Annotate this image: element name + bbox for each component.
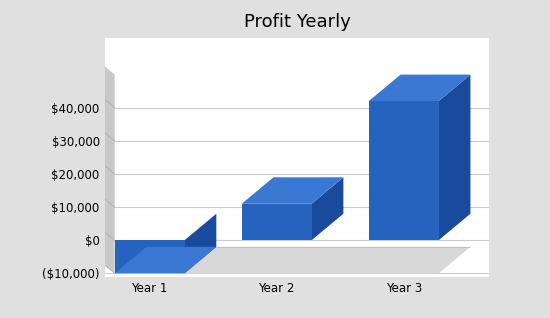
Polygon shape xyxy=(312,177,343,240)
Polygon shape xyxy=(242,177,343,204)
Polygon shape xyxy=(242,204,312,240)
Polygon shape xyxy=(369,101,439,240)
Polygon shape xyxy=(114,247,470,273)
Title: Profit Yearly: Profit Yearly xyxy=(244,13,350,31)
Polygon shape xyxy=(83,48,114,273)
Polygon shape xyxy=(439,75,470,240)
Polygon shape xyxy=(185,214,216,273)
Polygon shape xyxy=(114,247,216,273)
Polygon shape xyxy=(369,75,470,101)
Polygon shape xyxy=(114,240,185,273)
